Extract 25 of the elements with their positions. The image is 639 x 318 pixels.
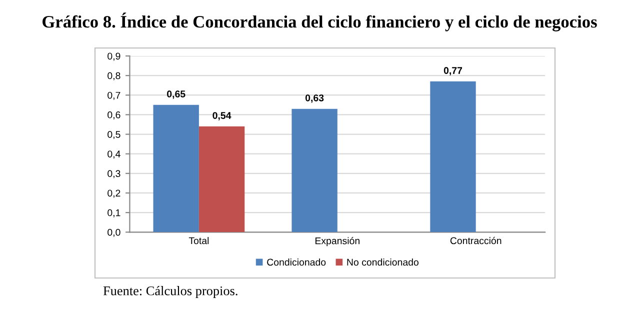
y-tick-label: 0,2 xyxy=(108,190,120,198)
y-tick-label: 0,5 xyxy=(108,131,120,140)
y-tick-label: 0,3 xyxy=(108,170,120,178)
legend-label: Condicionado xyxy=(267,258,326,266)
x-tick-label: Contracción xyxy=(450,236,502,244)
bar xyxy=(198,126,245,232)
chart-title: Gráfico 8. Índice de Concordancia del ciclo financiero y el ciclo de negocios xyxy=(42,12,597,32)
bar xyxy=(430,81,476,232)
data-label: 0,63 xyxy=(305,94,324,103)
source-note: Fuente: Cálculos propios. xyxy=(103,286,238,298)
y-tick-label: 0,4 xyxy=(108,150,120,159)
x-tick-label: Expansión xyxy=(315,237,360,246)
data-label: 0,54 xyxy=(212,112,232,120)
bar xyxy=(153,104,199,232)
data-label: 0,65 xyxy=(167,90,186,99)
y-tick-label: 0,9 xyxy=(108,52,120,61)
y-tick-label: 0,6 xyxy=(108,111,120,120)
y-tick-label: 0,8 xyxy=(108,72,120,80)
legend-label: No condicionado xyxy=(347,258,418,266)
data-label: 0,77 xyxy=(444,67,462,76)
bar xyxy=(292,108,338,232)
y-tick-label: 0,0 xyxy=(108,228,120,237)
y-tick-label: 0,1 xyxy=(108,209,120,218)
y-tick-label: 0,7 xyxy=(108,92,120,100)
x-tick-label: Total xyxy=(188,237,209,244)
